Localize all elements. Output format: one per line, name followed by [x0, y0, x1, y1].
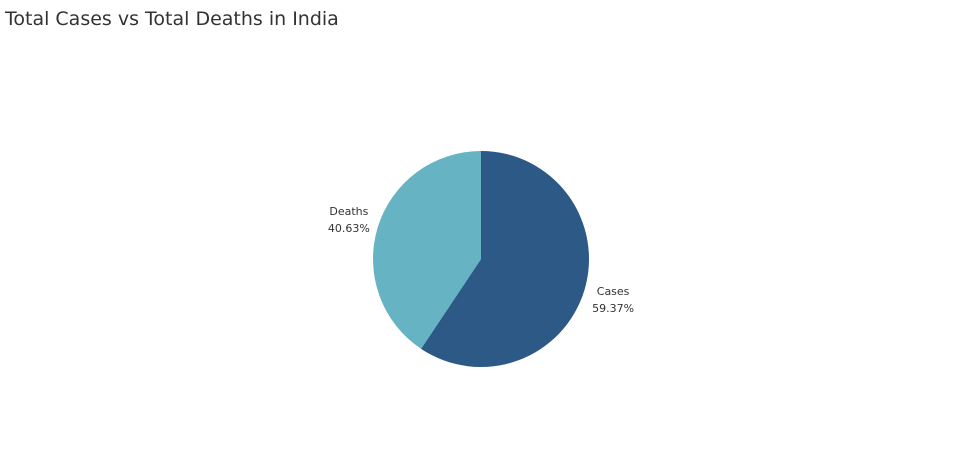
slice-label-deaths: Deaths	[329, 205, 368, 218]
pie-slice-cases[interactable]	[421, 151, 589, 367]
slice-value-cases: 59.37%	[592, 302, 634, 315]
pie-slice-deaths[interactable]	[372, 151, 481, 349]
slice-value-deaths: 40.63%	[328, 222, 370, 235]
chart-title: Total Cases vs Total Deaths in India	[5, 8, 339, 30]
slice-labels: Cases 59.37% Deaths 40.63%	[328, 205, 634, 315]
slice-label-cases: Cases	[597, 285, 630, 298]
pie-slices	[372, 151, 589, 367]
